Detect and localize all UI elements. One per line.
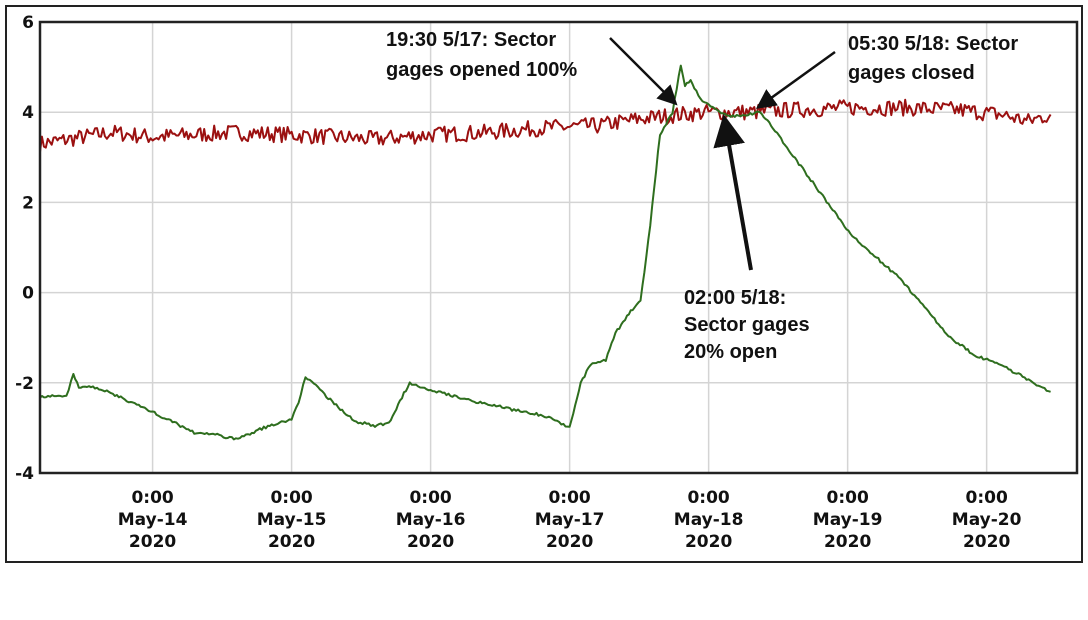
y-tick-label: -2 <box>15 374 34 394</box>
annotation-arrow-closed <box>755 50 836 109</box>
annotation-opened-line1: 19:30 5/17: Sector <box>386 29 556 51</box>
y-tick-label: 6 <box>22 13 34 33</box>
y-tick-label: -4 <box>15 464 34 484</box>
annotation-20pct-line1: 02:00 5/18: <box>684 287 786 309</box>
x-tick-label: 2020 <box>129 532 176 552</box>
x-tick-label: 2020 <box>963 532 1010 552</box>
x-tick-label: May-15 <box>257 510 327 530</box>
x-tick-label: 0:00 <box>826 488 868 508</box>
y-tick-label: 4 <box>22 103 34 123</box>
chart-frame <box>5 5 1083 563</box>
red-series-line <box>39 98 1052 153</box>
x-tick-label: 2020 <box>268 532 315 552</box>
x-tick-label: 0:00 <box>409 488 451 508</box>
annotation-opened-line2: gages opened 100% <box>386 59 577 81</box>
x-tick-label: 2020 <box>546 532 593 552</box>
grid <box>40 21 1077 474</box>
annotation-closed-line2: gages closed <box>848 62 975 84</box>
annotation-closed-line1: 05:30 5/18: Sector <box>848 33 1018 55</box>
annotation-20pct-line2: Sector gages <box>684 314 810 336</box>
green-series-line <box>39 64 1051 441</box>
x-tick-label: May-17 <box>535 510 605 530</box>
series-layer <box>39 64 1052 441</box>
x-tick-label: 0:00 <box>270 488 312 508</box>
x-tick-label: 0:00 <box>687 488 729 508</box>
x-tick-label: May-18 <box>674 510 744 530</box>
annotation-20pct-line3: 20% open <box>684 341 777 363</box>
x-tick-label: 2020 <box>824 532 871 552</box>
y-axis: 6 4 2 0 -2 -4 <box>15 13 34 484</box>
x-tick-label: May-20 <box>952 510 1022 530</box>
annotation-arrow-opened <box>609 37 678 106</box>
x-tick-label: 0:00 <box>131 488 173 508</box>
x-tick-label: 0:00 <box>965 488 1007 508</box>
annotation-arrow-20pct <box>713 114 753 271</box>
y-tick-label: 2 <box>22 193 34 213</box>
x-tick-label: May-14 <box>118 510 188 530</box>
y-tick-label: 0 <box>22 284 34 304</box>
x-axis: 0:00May-1420200:00May-1520200:00May-1620… <box>118 488 1022 552</box>
x-tick-label: May-19 <box>813 510 883 530</box>
annotations: 19:30 5/17: Sector gages opened 100% 05:… <box>386 29 1018 363</box>
x-tick-label: 2020 <box>407 532 454 552</box>
plot-area <box>38 20 1079 475</box>
x-tick-label: 2020 <box>685 532 732 552</box>
x-tick-label: May-16 <box>396 510 466 530</box>
x-tick-label: 0:00 <box>548 488 590 508</box>
